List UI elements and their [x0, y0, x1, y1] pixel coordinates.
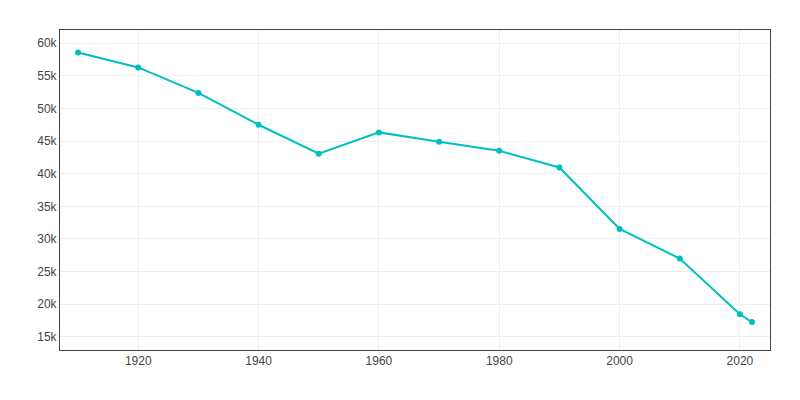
svg-text:1940: 1940	[245, 354, 272, 368]
svg-text:2000: 2000	[606, 354, 633, 368]
svg-text:20k: 20k	[37, 297, 57, 311]
svg-text:40k: 40k	[37, 167, 57, 181]
svg-text:60k: 60k	[37, 36, 57, 50]
svg-text:2020: 2020	[727, 354, 754, 368]
svg-text:1920: 1920	[125, 354, 152, 368]
svg-text:30k: 30k	[37, 232, 57, 246]
svg-text:25k: 25k	[37, 265, 57, 279]
svg-text:1960: 1960	[366, 354, 393, 368]
svg-text:55k: 55k	[37, 69, 57, 83]
svg-text:45k: 45k	[37, 134, 57, 148]
svg-text:35k: 35k	[37, 200, 57, 214]
svg-text:15k: 15k	[37, 330, 57, 344]
svg-text:1980: 1980	[486, 354, 513, 368]
svg-text:50k: 50k	[37, 102, 57, 116]
